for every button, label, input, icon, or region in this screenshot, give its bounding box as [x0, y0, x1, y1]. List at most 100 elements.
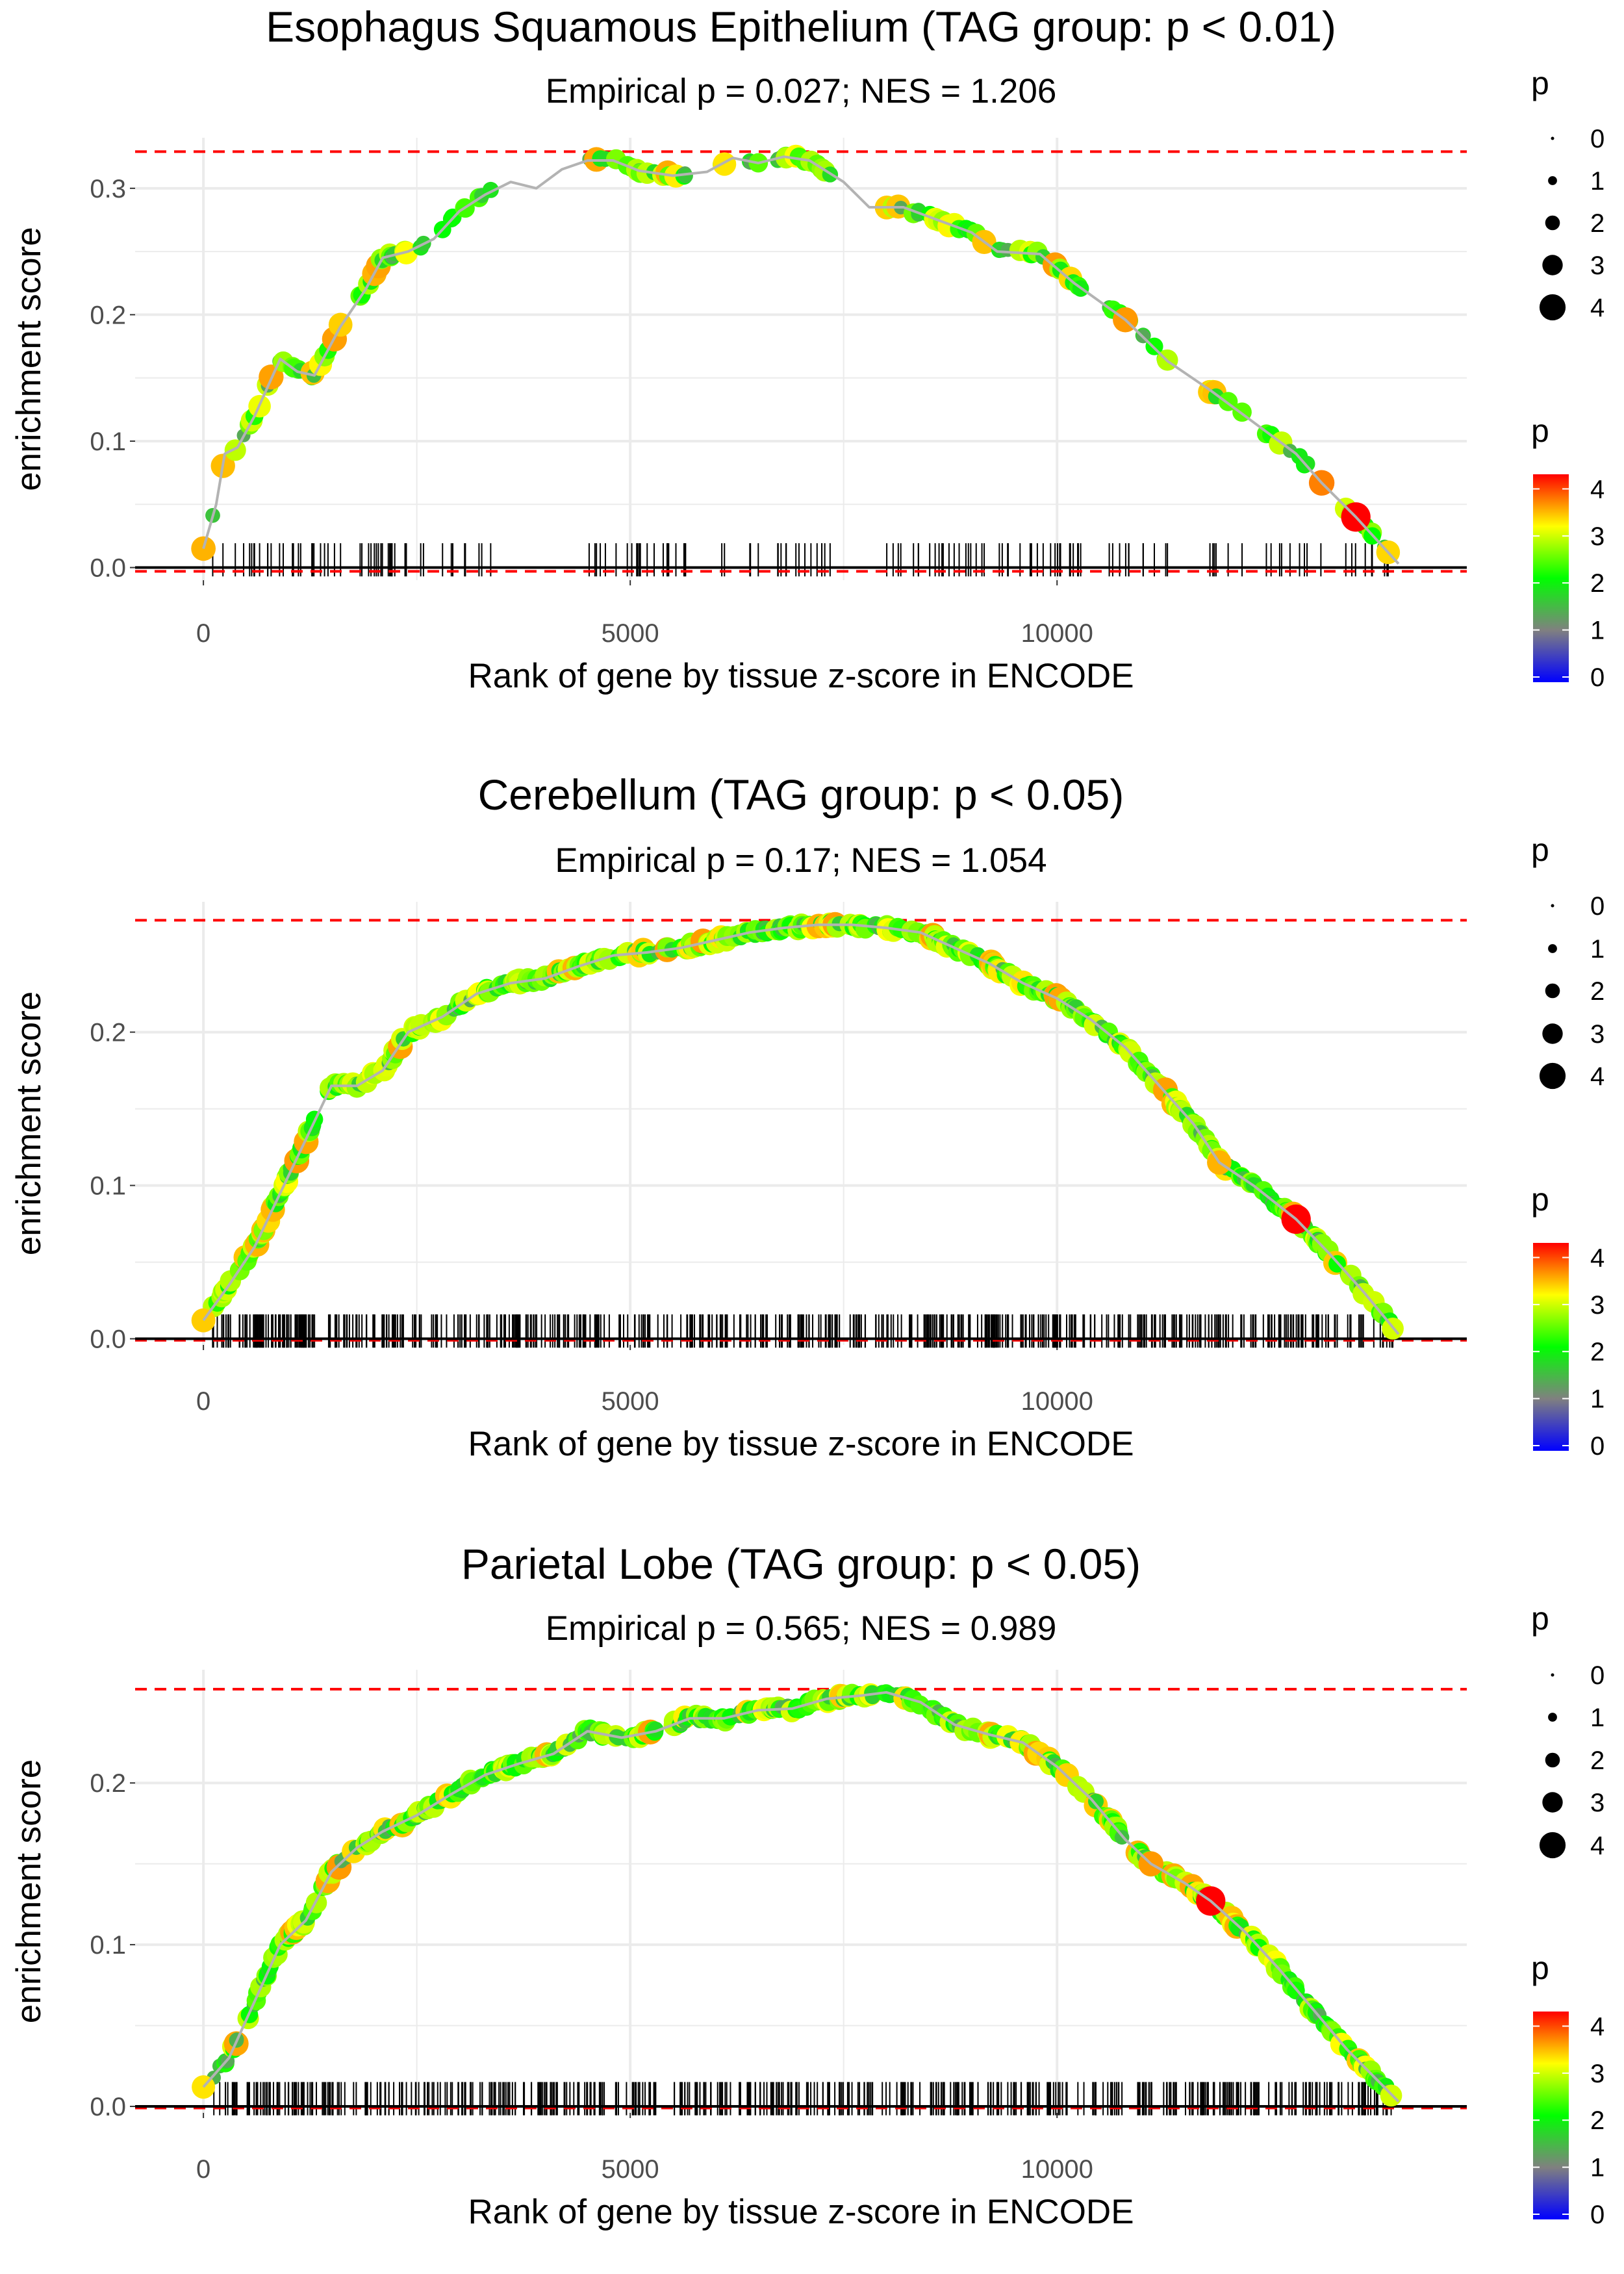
color-legend-title: p	[1531, 1950, 1549, 1986]
x-tick-label: 5000	[602, 619, 659, 648]
size-legend-label: 1	[1590, 935, 1605, 964]
y-tick-label: 0.1	[90, 1172, 126, 1201]
legend: p 0 1 2 3 4 p 0 1 2 3 4	[1531, 65, 1605, 692]
colorbar-label: 0	[1590, 2201, 1605, 2229]
y-tick-label: 0.2	[90, 1019, 126, 1047]
data-point	[648, 1721, 664, 1738]
data-point	[1087, 1793, 1104, 1809]
points-group	[191, 144, 1401, 565]
size-legend-label: 3	[1590, 1789, 1605, 1817]
legend: p 0 1 2 3 4 p 0 1 2 3 4	[1531, 1600, 1605, 2229]
y-axis-title: enrichment score	[10, 227, 48, 491]
chart-title: Cerebellum (TAG group: p < 0.05)	[478, 771, 1124, 819]
size-legend-label: 0	[1590, 1661, 1605, 1690]
points-group	[191, 912, 1404, 1340]
size-legend-dot	[1545, 1752, 1560, 1768]
color-legend-title: p	[1531, 413, 1549, 449]
size-legend-dot	[1539, 1832, 1566, 1859]
size-legend-label: 0	[1590, 125, 1605, 153]
x-tick-label: 10000	[1021, 1387, 1093, 1416]
chart-subtitle: Empirical p = 0.565; NES = 0.989	[546, 1609, 1057, 1648]
colorbar	[1533, 1243, 1569, 1451]
y-tick-label: 0.1	[90, 1931, 126, 1960]
data-point-highlight	[191, 1308, 216, 1333]
points-group	[192, 1683, 1402, 2107]
colorbar-label: 2	[1590, 1338, 1605, 1366]
size-legend-dot	[1545, 983, 1560, 999]
size-legend-dot	[1545, 215, 1560, 231]
colorbar-label: 4	[1590, 475, 1605, 504]
y-tick-label: 0.2	[90, 1769, 126, 1798]
x-tick-label: 0	[196, 2155, 210, 2184]
data-point	[224, 439, 246, 461]
size-legend-label: 4	[1590, 1062, 1605, 1091]
size-legend-dot	[1548, 176, 1557, 185]
y-tick-label: 0.0	[90, 1325, 126, 1354]
color-legend-title: p	[1531, 1181, 1549, 1218]
colorbar-label: 3	[1590, 2060, 1605, 2088]
size-legend-dot	[1539, 294, 1566, 321]
chart-subtitle: Empirical p = 0.027; NES = 1.206	[546, 72, 1057, 110]
data-point	[713, 152, 737, 176]
chart-panel-2: Cerebellum (TAG group: p < 0.05) Empirica…	[10, 771, 1605, 1463]
gridlines	[135, 1670, 1467, 2113]
x-axis-title: Rank of gene by tissue z-score in ENCODE	[468, 657, 1134, 695]
size-legend-dot	[1539, 1062, 1566, 1090]
x-tick-label: 0	[196, 619, 210, 648]
colorbar-label: 0	[1590, 663, 1605, 692]
enrichment-curve	[202, 155, 1400, 565]
y-tick-label: 0.2	[90, 301, 126, 329]
enrichment-curve	[202, 1691, 1400, 2103]
y-axis-title: enrichment score	[10, 1759, 48, 2024]
size-legend-label: 4	[1590, 294, 1605, 322]
size-legend-dot	[1548, 1713, 1557, 1722]
rug-group	[212, 1314, 1394, 1348]
x-tick-label: 10000	[1021, 2155, 1093, 2184]
colorbar-label: 0	[1590, 1432, 1605, 1461]
size-legend-title: p	[1531, 832, 1549, 868]
x-tick-label: 5000	[602, 1387, 659, 1416]
colorbar-label: 1	[1590, 617, 1605, 645]
chart-panel-1: Esophagus Squamous Epithelium (TAG group…	[10, 3, 1605, 695]
colorbar-label: 3	[1590, 522, 1605, 551]
colorbar-label: 1	[1590, 1385, 1605, 1414]
x-axis-title: Rank of gene by tissue z-score in ENCODE	[468, 1425, 1134, 1463]
chart-subtitle: Empirical p = 0.17; NES = 1.054	[555, 841, 1047, 880]
y-tick-label: 0.1	[90, 428, 126, 456]
y-tick-label: 0.0	[90, 554, 126, 583]
size-legend-label: 2	[1590, 1746, 1605, 1775]
size-legend-dot	[1551, 904, 1554, 908]
size-legend-dot	[1542, 1792, 1563, 1813]
colorbar-label: 1	[1590, 2154, 1605, 2182]
size-legend-dot	[1542, 1023, 1563, 1044]
y-tick-label: 0.0	[90, 2093, 126, 2121]
y-axis-title: enrichment score	[10, 991, 48, 1256]
size-legend-label: 2	[1590, 209, 1605, 238]
y-tick-label: 0.3	[90, 175, 126, 203]
colorbar-label: 3	[1590, 1291, 1605, 1320]
gridlines	[135, 902, 1467, 1345]
data-point	[678, 168, 693, 184]
x-tick-label: 5000	[602, 2155, 659, 2184]
colorbar-label: 4	[1590, 2012, 1605, 2041]
size-legend-title: p	[1531, 1600, 1549, 1637]
rug-group	[213, 2082, 1392, 2115]
x-tick-label: 0	[196, 1387, 210, 1416]
size-legend-title: p	[1531, 65, 1549, 101]
size-legend-dot	[1551, 136, 1554, 140]
chart-title: Parietal Lobe (TAG group: p < 0.05)	[461, 1540, 1141, 1588]
chart-panel-3: Parietal Lobe (TAG group: p < 0.05) Empir…	[10, 1540, 1605, 2231]
enrichment-curve	[202, 923, 1400, 1335]
size-legend-label: 1	[1590, 1704, 1605, 1732]
size-legend-label: 1	[1590, 167, 1605, 196]
size-legend-label: 2	[1590, 977, 1605, 1006]
size-legend-label: 3	[1590, 251, 1605, 280]
size-legend-dot	[1548, 944, 1557, 953]
colorbar-label: 4	[1590, 1244, 1605, 1272]
colorbar	[1533, 2012, 1569, 2219]
x-axis-title: Rank of gene by tissue z-score in ENCODE	[468, 2193, 1134, 2231]
size-legend-label: 3	[1590, 1020, 1605, 1049]
gridlines	[135, 138, 1467, 580]
colorbar-label: 2	[1590, 569, 1605, 598]
